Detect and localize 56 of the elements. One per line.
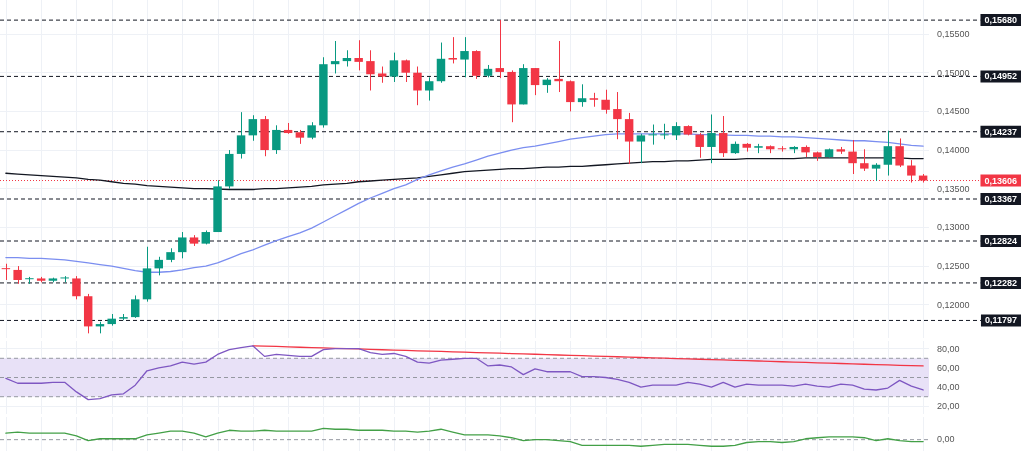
candlestick [448,36,457,64]
candlestick [860,148,869,172]
candlestick [131,294,140,319]
candlestick [72,275,81,300]
candlestick [389,52,399,83]
candlestick [636,133,646,164]
candlestick [436,42,446,84]
candlestick [236,111,246,160]
candlestick [460,36,469,78]
candlestick [777,145,787,153]
candlestick [1,263,11,281]
y-tick-label: 40,00 [937,382,960,393]
ref-line-label: 0,12282 [984,277,1018,288]
y-tick-label: 0,15500 [937,29,970,40]
candlestick [648,124,657,146]
candlestick [660,123,669,140]
candlestick [718,115,728,158]
candlestick [424,76,434,102]
candlestick [895,137,904,168]
candlestick [613,91,622,140]
candlestick [848,139,857,175]
ref-line-label: 0,13367 [984,193,1018,204]
y-tick-label: 0,12500 [937,261,970,272]
y-tick-label: 60,00 [937,362,960,373]
candlestick [413,66,422,106]
candlestick [707,113,716,164]
ref-line-label: 0,14952 [984,71,1018,82]
ref-line-label: 0,00 [937,434,955,445]
y-tick-label: 80,00 [937,343,960,354]
candlestick [248,114,258,142]
candlestick [272,124,281,155]
candlestick [601,89,610,115]
y-tick-label: 0,15000 [937,67,970,78]
y-tick-label: 20,00 [937,401,960,412]
ref-line-label: 0,13606 [984,175,1018,186]
candlestick [354,39,363,71]
ref-line-label: 0,11797 [984,315,1018,326]
candlestick [330,40,340,74]
ref-line-label: 0,15680 [984,15,1018,26]
candlestick [178,231,187,259]
candlestick [695,132,704,159]
y-tick-label: 0,12000 [937,299,970,310]
y-tick-label: 0,14500 [937,106,970,117]
candlestick [554,40,563,93]
candlestick [366,49,375,91]
y-tick-label: 0,14000 [937,145,970,156]
candlestick [624,112,634,165]
candlestick [495,19,505,79]
y-tick-label: 0,13500 [937,183,970,194]
ref-line-label: 0,12824 [984,235,1018,246]
ref-line-label: 0,14237 [984,126,1018,137]
candlestick [883,130,893,177]
y-tick-label: 0,13000 [937,222,970,233]
candlestick [577,83,587,108]
candlestick [530,67,540,96]
candlestick [566,79,575,112]
